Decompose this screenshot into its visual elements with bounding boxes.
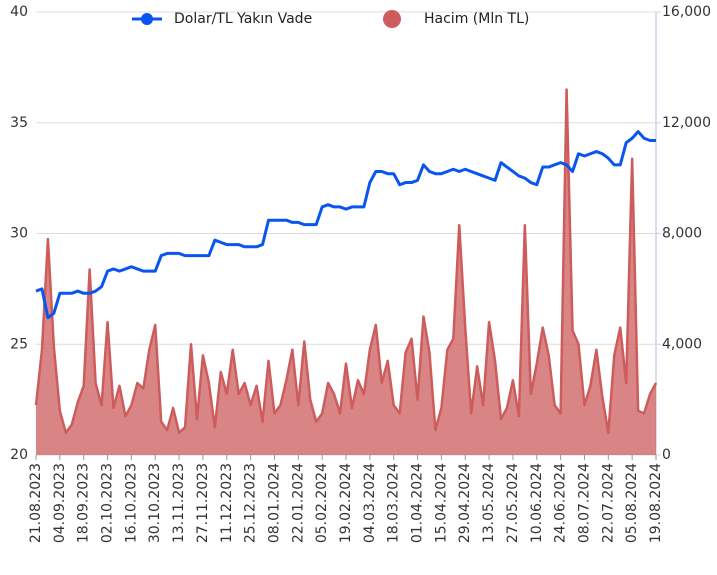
x-tick-label: 13.05.2024 (481, 463, 497, 543)
legend-label: Hacim (Mln TL) (424, 11, 529, 27)
x-tick-label: 18.03.2024 (386, 463, 402, 543)
legend-symbol (383, 10, 401, 28)
volume-line (34, 88, 658, 435)
x-tick-label: 05.02.2024 (314, 463, 330, 543)
x-tick-label: 27.11.2023 (195, 463, 211, 543)
x-tick-label: 25.12.2023 (243, 463, 259, 543)
x-tick-label: 10.06.2024 (529, 463, 545, 543)
y-tick-label: 30 (10, 226, 28, 242)
x-tick-label: 24.06.2024 (553, 463, 569, 543)
legend-item: Hacim (Mln TL) (383, 10, 529, 28)
x-tick-label: 05.08.2024 (624, 463, 640, 543)
y-tick-label: 35 (10, 115, 28, 131)
x-tick-label: 18.09.2023 (76, 463, 92, 543)
x-tick-label: 13.11.2023 (171, 463, 187, 543)
legend-label: Dolar/TL Yakın Vade (174, 11, 312, 27)
x-tick-label: 11.12.2023 (219, 463, 235, 543)
y2-tick-label: 4,000 (662, 336, 702, 352)
legend-symbol (141, 13, 153, 25)
y2-tick-label: 12,000 (662, 115, 711, 131)
x-tick-label: 02.10.2023 (100, 463, 116, 543)
x-tick-label: 30.10.2023 (147, 463, 163, 543)
y2-tick-label: 0 (662, 447, 671, 463)
y2-tick-label: 8,000 (662, 226, 702, 242)
y-tick-label: 25 (10, 336, 28, 352)
x-tick-label: 22.01.2024 (290, 463, 306, 543)
x-tick-label: 22.07.2024 (600, 463, 616, 543)
x-tick-label: 04.09.2023 (52, 463, 68, 543)
y2-tick-label: 16,000 (662, 4, 711, 20)
x-tick-label: 08.07.2024 (576, 463, 592, 543)
x-tick-label: 19.08.2024 (648, 463, 664, 543)
legend-item: Dolar/TL Yakın Vade (132, 11, 312, 27)
x-tick-label: 27.05.2024 (505, 463, 521, 543)
x-tick-label: 15.04.2024 (433, 463, 449, 543)
x-tick-label: 08.01.2024 (266, 463, 282, 543)
price-line (35, 130, 656, 320)
x-tick-label: 29.04.2024 (457, 463, 473, 543)
y-tick-label: 40 (10, 4, 28, 20)
x-tick-label: 19.02.2024 (338, 463, 354, 543)
y-tick-label: 20 (10, 447, 28, 463)
x-tick-label: 01.04.2024 (410, 463, 426, 543)
x-tick-label: 21.08.2023 (28, 463, 44, 543)
volume-area (36, 89, 656, 456)
x-tick-label: 04.03.2024 (362, 463, 378, 543)
x-tick-label: 16.10.2023 (123, 463, 139, 543)
